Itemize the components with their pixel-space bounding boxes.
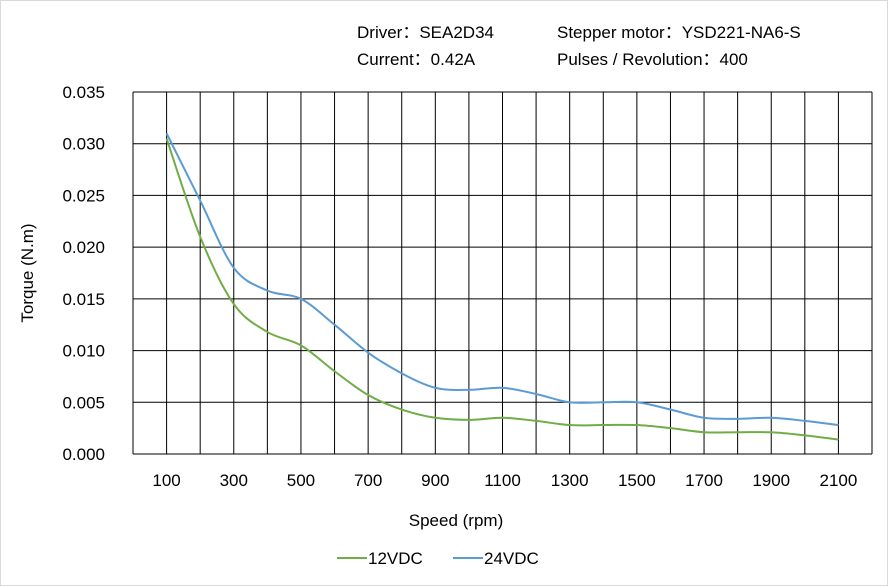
x-tick-label: 1900 — [752, 471, 790, 490]
pulses-info: Pulses / Revolution：400 — [557, 50, 748, 69]
y-tick-label: 0.015 — [62, 290, 105, 309]
x-tick-label: 700 — [354, 471, 382, 490]
y-tick-label: 0.030 — [62, 135, 105, 154]
y-tick-label: 0.025 — [62, 186, 105, 205]
x-tick-label: 1700 — [685, 471, 723, 490]
y-axis-title: Torque (N.m) — [18, 223, 37, 322]
x-tick-label: 500 — [287, 471, 315, 490]
y-tick-label: 0.020 — [62, 238, 105, 257]
series-line-24vdc — [165, 132, 839, 427]
motor-info: Stepper motor：YSD221-NA6-S — [557, 23, 801, 42]
series-line-12vdc — [165, 138, 839, 441]
x-tick-label: 1500 — [618, 471, 656, 490]
y-tick-label: 0.000 — [62, 445, 105, 464]
legend-label-24vdc: 24VDC — [484, 549, 539, 568]
x-tick-label: 300 — [220, 471, 248, 490]
x-tick-label: 100 — [152, 471, 180, 490]
y-tick-label: 0.035 — [62, 83, 105, 102]
y-tick-label: 0.005 — [62, 393, 105, 412]
y-tick-label: 0.010 — [62, 342, 105, 361]
x-tick-label: 900 — [421, 471, 449, 490]
x-tick-label: 1100 — [484, 471, 521, 490]
x-tick-label: 2100 — [819, 471, 857, 490]
x-axis-title: Speed (rpm) — [409, 511, 503, 530]
driver-info: Driver：SEA2D34 — [357, 23, 494, 42]
current-info: Current：0.42A — [357, 50, 476, 69]
legend-label-12vdc: 12VDC — [368, 549, 423, 568]
x-tick-label: 1300 — [551, 471, 589, 490]
